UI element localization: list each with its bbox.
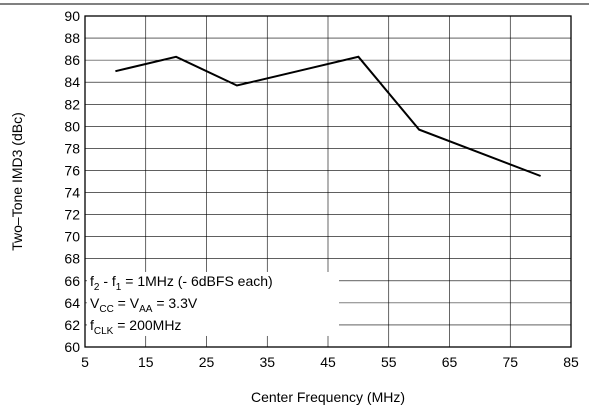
y-tick-label: 74 bbox=[64, 185, 80, 201]
annotation-box: f2 - f1 = 1MHz (- 6dBFS each)VCC = VAA =… bbox=[87, 271, 339, 337]
annotation-background bbox=[87, 271, 339, 336]
y-tick-label: 88 bbox=[64, 30, 80, 46]
x-tick-label: 55 bbox=[381, 354, 397, 370]
y-tick-label: 66 bbox=[64, 273, 80, 289]
y-tick-label: 80 bbox=[64, 118, 80, 134]
x-tick-label: 75 bbox=[502, 354, 518, 370]
y-tick-label: 72 bbox=[64, 207, 80, 223]
x-tick-label: 45 bbox=[320, 354, 336, 370]
x-tick-label: 15 bbox=[138, 354, 154, 370]
x-tick-label: 65 bbox=[442, 354, 458, 370]
annotation-line-3: fCLK = 200MHz bbox=[90, 317, 181, 337]
tick-labels: 5 15 25 35 45 55 65 75 85 60 62 64 66 68 70 72 74 76 78 80 8… bbox=[64, 8, 579, 370]
y-tick-label: 78 bbox=[64, 140, 80, 156]
y-tick-label: 64 bbox=[64, 295, 80, 311]
annotation-line-2: VCC = VAA = 3.3V bbox=[90, 295, 198, 315]
x-tick-label: 35 bbox=[259, 354, 275, 370]
x-tick-label: 85 bbox=[563, 354, 579, 370]
y-tick-label: 68 bbox=[64, 251, 80, 267]
y-tick-label: 60 bbox=[64, 339, 80, 355]
x-tick-label: 5 bbox=[81, 354, 89, 370]
y-axis-label: Two–Tone IMD3 (dBc) bbox=[9, 112, 25, 251]
y-tick-label: 70 bbox=[64, 229, 80, 245]
y-tick-label: 76 bbox=[64, 162, 80, 178]
y-tick-label: 62 bbox=[64, 317, 80, 333]
y-tick-label: 86 bbox=[64, 52, 80, 68]
y-tick-label: 84 bbox=[64, 74, 80, 90]
annotation-line-1: f2 - f1 = 1MHz (- 6dBFS each) bbox=[90, 273, 273, 293]
x-tick-label: 25 bbox=[199, 354, 215, 370]
plot-frame bbox=[84, 15, 572, 348]
y-tick-label: 82 bbox=[64, 96, 80, 112]
series-layer bbox=[115, 55, 541, 177]
x-axis-label: Center Frequency (MHz) bbox=[251, 389, 405, 405]
y-tick-label: 90 bbox=[64, 8, 80, 24]
series-line bbox=[115, 55, 541, 177]
